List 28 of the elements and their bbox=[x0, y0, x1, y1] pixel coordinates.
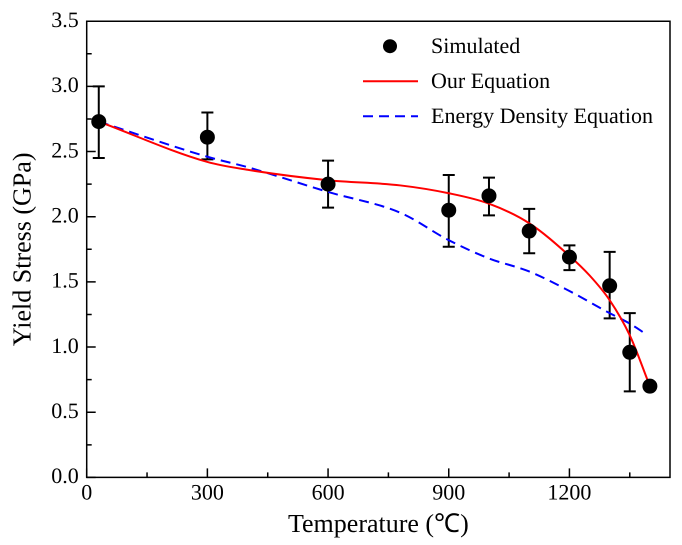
y-tick-label: 2.5 bbox=[51, 137, 79, 162]
x-tick-label: 300 bbox=[190, 479, 224, 504]
legend-label: Our Equation bbox=[431, 68, 550, 93]
point bbox=[320, 176, 336, 192]
y-tick-label: 0.0 bbox=[51, 463, 79, 488]
y-axis-title: Yield Stress (GPa) bbox=[7, 152, 36, 346]
point bbox=[562, 250, 577, 265]
y-tick-label: 0.5 bbox=[51, 398, 79, 424]
y-tick-label: 2.0 bbox=[51, 202, 79, 228]
point bbox=[200, 130, 215, 145]
y-tick-label: 3.0 bbox=[51, 72, 79, 98]
point bbox=[642, 378, 658, 394]
x-tick-label: 900 bbox=[432, 479, 466, 504]
y-tick-label: 1.0 bbox=[51, 332, 79, 358]
point bbox=[522, 224, 537, 239]
point bbox=[622, 344, 638, 360]
y-tick-label: 3.5 bbox=[51, 6, 79, 32]
point bbox=[91, 114, 106, 130]
point bbox=[481, 188, 496, 204]
y-tick-label: 1.5 bbox=[51, 268, 79, 293]
x-tick-label: 600 bbox=[312, 479, 345, 504]
point bbox=[602, 278, 618, 294]
x-axis-title: Temperature (℃) bbox=[288, 509, 469, 538]
point bbox=[441, 202, 456, 218]
x-tick-label: 0 bbox=[81, 479, 92, 504]
legend-label: Simulated bbox=[431, 32, 520, 58]
legend-label: Energy Density Equation bbox=[431, 102, 653, 128]
x-tick-label: 1200 bbox=[547, 479, 592, 504]
